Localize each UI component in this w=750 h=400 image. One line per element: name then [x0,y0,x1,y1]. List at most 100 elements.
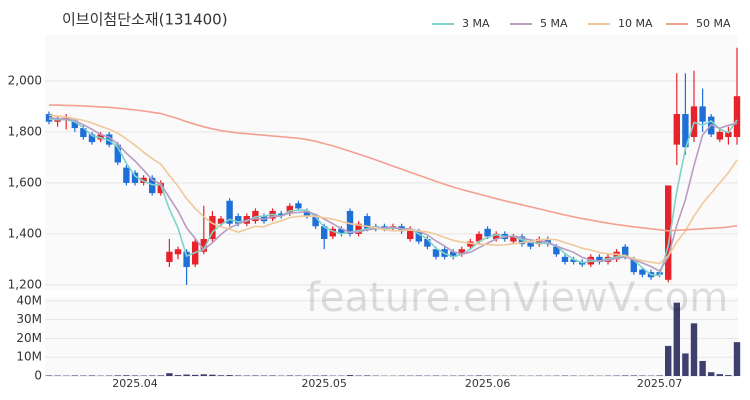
volume-bar [88,375,96,376]
volume-bar [733,342,741,376]
legend-label: 50 MA [696,17,731,30]
volume-bar [622,375,629,376]
y-tick-label: 20M [16,331,42,345]
candle-body [561,256,569,262]
y-tick-label: 0 [34,369,42,383]
candle-body [174,249,182,255]
candle-body [88,134,96,143]
volume-bar [321,375,328,376]
candle-body [71,120,78,129]
volume-bar [200,374,207,376]
candle-body [131,172,139,183]
candle-body [209,216,216,239]
candle-body [355,223,362,234]
candle-body [450,251,457,257]
candle-body [639,269,646,275]
volume-bar [656,375,663,376]
candle-body [217,218,225,224]
volume-bar [166,373,173,376]
candle-body [157,182,164,194]
candle-body [716,131,723,140]
ma-line [49,104,738,232]
volume-bar [149,375,156,376]
ma-line [48,114,738,265]
y-tick-label: 2,000 [8,73,42,87]
candle-body [200,239,207,252]
candle-body [432,249,440,257]
volume-bar [45,375,53,376]
x-tick-label: 2025.07 [637,377,683,390]
y-tick-label: 1,600 [8,175,42,189]
volume-bar [708,372,715,376]
candle-body [493,233,500,239]
watermark: feature.enViewV.com [306,275,728,321]
x-tick-label: 2025.05 [301,377,347,390]
candle-body [312,216,319,227]
volume-bar [630,375,637,376]
volume-bar [475,375,483,376]
candle-body [613,251,620,260]
candle-body [166,251,173,262]
candle-body [527,241,534,247]
candle-body [458,249,465,255]
candle-body [286,205,293,214]
volume-bar [157,375,164,376]
candle-body [235,216,242,224]
candle-body [682,114,689,148]
candle-body [510,236,517,242]
volume-panel [45,297,738,376]
candle-body [475,233,483,242]
candle-body [570,259,577,262]
volume-bar [131,375,139,376]
volume-bar [346,375,354,376]
volume-bar [269,375,276,376]
volume-bar [183,374,190,376]
y-tick-label: 1,800 [8,124,42,138]
candle-body [338,228,345,234]
volume-bar [673,302,680,376]
volume-bar [235,375,242,376]
volume-bar [192,374,199,376]
candle-body [733,96,741,137]
candle-body [407,228,414,239]
y-tick-label: 30M [16,312,42,326]
legend-label: 3 MA [462,17,490,30]
candle-body [699,106,706,122]
volume-bar [71,375,78,376]
candle-body [295,203,302,209]
y-tick-label: 1,400 [8,226,42,240]
x-tick-label: 2025.04 [112,377,158,390]
chart-title: 이브이첨단소재(131400) [62,11,228,29]
y-tick-label: 10M [16,350,42,364]
candle-body [484,228,491,237]
volume-bar [114,375,121,376]
volume-bar [286,375,293,376]
candle-body [45,114,53,122]
candle-body [183,251,190,268]
volume-bar [665,345,672,376]
legend-label: 5 MA [540,17,568,30]
x-tick-label: 2025.06 [465,377,511,390]
candle-body [725,131,732,137]
volume-bar [252,375,259,376]
ma-line [48,117,738,273]
volume-bar [174,375,182,376]
volume-bar [725,375,732,376]
volume-bar [123,375,130,376]
volume-bar [217,375,225,376]
candle-body [329,228,336,237]
price-panel [45,35,738,290]
y-tick-label: 40M [16,293,42,307]
candle-body [80,128,87,137]
candle-body [673,114,680,145]
candle-body [303,210,311,217]
candle-body [226,200,233,224]
volume-bar [364,375,371,376]
volume-bar [716,374,723,376]
candle-body [553,246,560,255]
candle-body [321,226,328,239]
volume-bar [226,375,233,376]
candle-body [114,144,121,163]
volume-bar [699,360,706,376]
